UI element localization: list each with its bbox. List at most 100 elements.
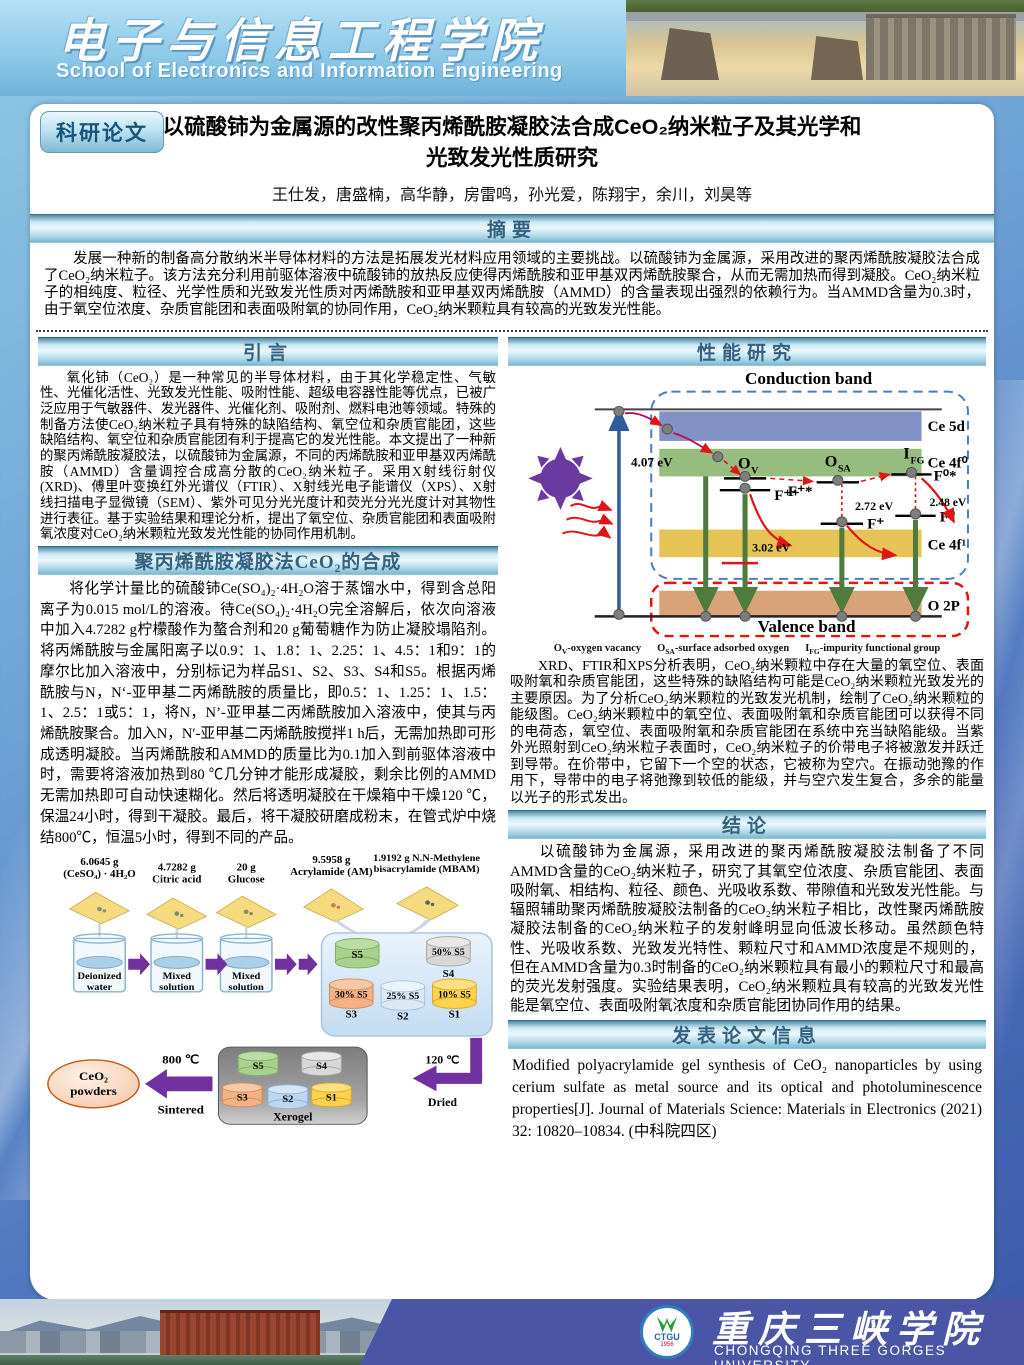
band-label-ce5d: Ce 5d [928, 419, 966, 435]
hole [613, 608, 625, 620]
logo-emblem-icon [657, 1316, 677, 1333]
beaker-label: solution [229, 983, 265, 994]
intro-text: 氧化铈（CeO₂）是一种常见的半导体材料，由于其化学稳定性、气敏性、光催化活性、… [40, 369, 496, 542]
sample-label: 25% S5 [386, 992, 419, 1003]
poster-header: 电子与信息工程学院 School of Electronics and Info… [0, 0, 1024, 96]
beaker-label: water [87, 983, 113, 994]
valence-dashed-box [649, 581, 970, 637]
xerogel-label: S3 [237, 1093, 248, 1104]
packet-label: 4.7282 g [158, 863, 197, 874]
caption-item: OSA-surface adsorbed oxygen [657, 642, 790, 656]
electron [712, 450, 724, 462]
packet-label: Citric acid [152, 875, 201, 886]
excitation-energy: 4.07 eV [631, 454, 673, 469]
road [626, 12, 1024, 21]
conduction-band-title: Conduction band [745, 369, 873, 388]
sample-label: S1 [449, 1010, 460, 1021]
logo-abbr: CTGU [654, 1331, 680, 1342]
osa-label-sub: SA [838, 463, 852, 474]
ce5d-band [659, 410, 922, 441]
sample-label: 10% S5 [438, 990, 471, 1001]
university-name-cn: 重庆三峡学院 [712, 1310, 988, 1351]
hedge [626, 0, 1024, 12]
osa-label: O [825, 453, 838, 470]
section-bar-intro: 引言 [38, 336, 498, 366]
xerogel-label: S4 [316, 1062, 327, 1073]
electron [613, 405, 625, 417]
campus-gate-photo [626, 0, 1024, 96]
beaker-label: solution [159, 983, 195, 994]
right-column: 性能研究 Conduction band [508, 336, 986, 1148]
sintered-label: Sintered [158, 1103, 204, 1116]
electron [739, 482, 751, 494]
sample-cylinders [328, 936, 477, 1012]
hole [739, 610, 751, 622]
electron [836, 515, 848, 527]
ifg-label-sub: FG [910, 455, 924, 466]
gate-monument [661, 28, 719, 80]
sample-label: S4 [443, 970, 455, 981]
dotted-divider [36, 329, 988, 332]
valence-band-title: Valence band [758, 617, 856, 636]
sample-label: S5 [351, 950, 362, 961]
ov-label-sub: V [751, 465, 759, 476]
electron [661, 423, 673, 435]
xerogel-label: S1 [326, 1093, 337, 1104]
electron [905, 466, 918, 478]
hole [700, 610, 712, 622]
packet-label: (CeSO₄) · 4H₂O [63, 869, 135, 880]
sintered-arrow-icon [145, 1069, 213, 1099]
synthesis-flow-diagram: 6.0645 g (CeSO₄) · 4H₂O 4.7282 g Citric … [47, 854, 493, 1126]
cascade-path [624, 411, 714, 454]
sintered-temp-label: 800 ℃ [162, 1053, 199, 1066]
packet-label: Glucose [228, 875, 265, 886]
weighing-paper-icon [68, 886, 460, 931]
section-bar-publication: 发表论文信息 [508, 1020, 986, 1050]
conduction-dashed-box [650, 390, 969, 580]
sample-label: 30% S5 [335, 990, 368, 1001]
electron [832, 474, 844, 486]
o2p-band [659, 590, 922, 616]
energy-302: 3.02 eV [752, 540, 791, 554]
sample-label: 50% S5 [432, 948, 465, 959]
university-logo: CTGU 1956 [640, 1305, 694, 1359]
uv-sun-icon [528, 446, 593, 510]
ov-label: O [738, 455, 751, 472]
logo-year: 1956 [660, 1341, 674, 1348]
product-ellipse [47, 1059, 140, 1109]
dried-arrow-icon [412, 1038, 483, 1092]
paper-title: 以硫酸铈为金属源的改性聚丙烯酰胺凝胶法合成CeO₂纳米粒子及其光学和光致发光性质… [162, 115, 862, 171]
poster-footer: CTGU 1956 重庆三峡学院 CHONGQING THREE GORGES … [0, 1299, 1024, 1365]
hole [909, 610, 922, 622]
electron [909, 508, 922, 519]
ce4f0-band [659, 448, 922, 476]
ifg-label: I [903, 445, 909, 462]
flow-arrow-icon [128, 953, 318, 976]
performance-text: XRD、FTIR和XPS分析表明，CeO₂纳米颗粒中存在大量的氧空位、表面吸附氧… [510, 658, 984, 806]
recombination-arrows [692, 475, 929, 614]
xerogel-cylinders [221, 1051, 352, 1110]
emission-arrows [749, 477, 955, 560]
packet-label: bisacrylamide (MBAM) [374, 865, 480, 876]
packet-label: 20 g [237, 863, 257, 874]
band-label-ce4f0: Ce 4f⁰ [928, 455, 968, 471]
beaker-icon [72, 933, 273, 993]
campus-photo [0, 1299, 440, 1365]
packet-label: 9.5958 g [312, 856, 351, 867]
energy-272: 2.72 eV [855, 499, 894, 513]
header-building [866, 14, 1016, 80]
band-label-ce4f1: Ce 4f¹ [928, 537, 967, 553]
energy-band-diagram: Conduction band Ce 5d Ce 4f⁰ Ce 4f¹ O 2P… [528, 369, 970, 637]
sample-label: S2 [397, 1012, 408, 1023]
green-strip [0, 1355, 400, 1365]
caption-item: IFG-impurity functional group [805, 642, 941, 656]
diagram-caption: OV-oxygen vacancy OSA-surface adsorbed o… [508, 643, 986, 656]
f0s-label: F⁰* [934, 468, 957, 484]
electron [739, 470, 751, 482]
conclusion-text: 以硫酸铈为金属源，采用改进的聚丙烯酰胺凝胶法制备了不同AMMD含量的CeO₂纳米… [510, 844, 984, 1015]
sample-label: S3 [346, 1010, 357, 1021]
fpp-label: F⁺⁺ [774, 488, 799, 504]
section-bar-conclusion: 结论 [508, 810, 986, 840]
xerogel-title: Xerogel [273, 1112, 312, 1124]
left-column: 引言 氧化铈（CeO₂）是一种常见的半导体材料，由于其化学稳定性、气敏性、光催化… [38, 336, 498, 1148]
